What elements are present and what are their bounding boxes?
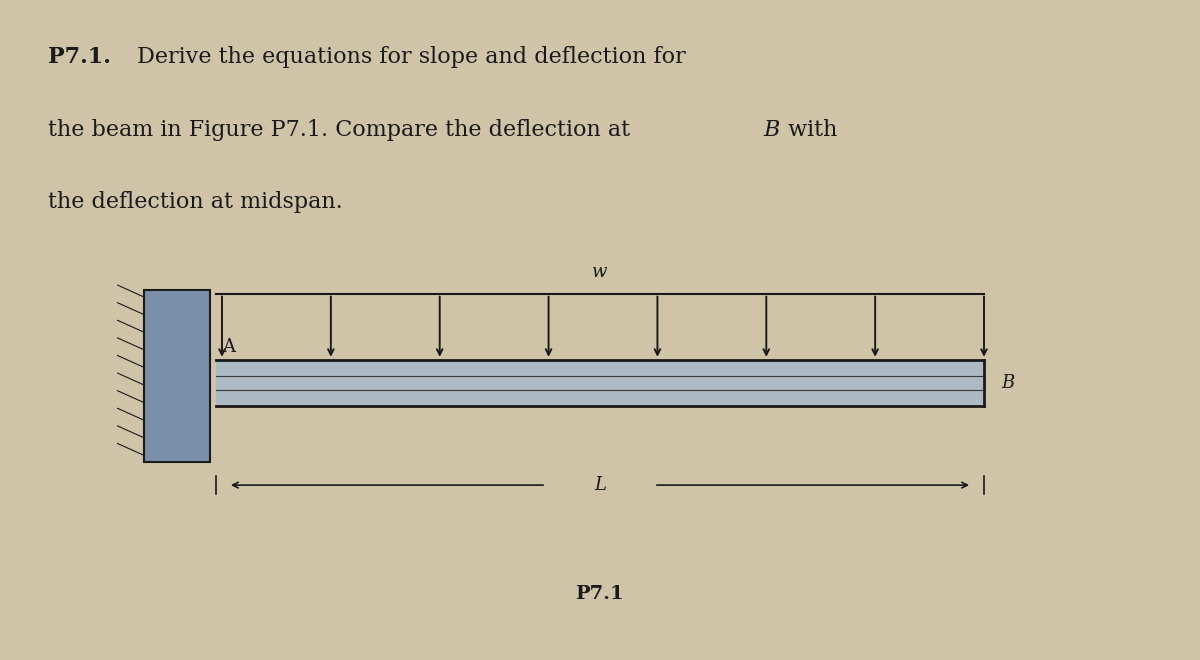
Text: P7.1.: P7.1. [48,46,110,68]
Text: B: B [1001,374,1014,392]
Bar [216,360,984,406]
Text: the beam in Figure P7.1. Compare the deflection at: the beam in Figure P7.1. Compare the def… [48,119,637,141]
Text: Derive the equations for slope and deflection for: Derive the equations for slope and defle… [130,46,685,68]
Text: with: with [781,119,838,141]
Text: the deflection at midspan.: the deflection at midspan. [48,191,343,213]
Text: A: A [222,339,235,356]
Text: w: w [593,263,607,280]
Text: P7.1: P7.1 [576,585,624,603]
Bar [144,290,210,462]
Text: L: L [594,476,606,494]
Text: B: B [763,119,780,141]
